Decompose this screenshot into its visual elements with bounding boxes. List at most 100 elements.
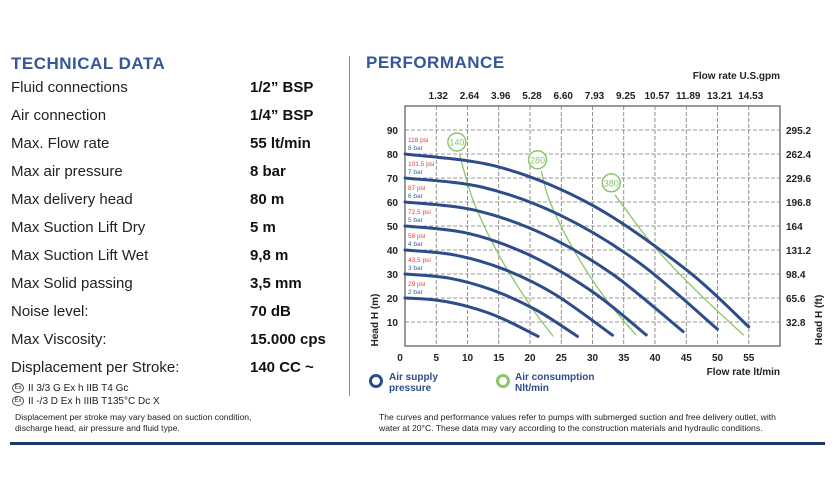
spec-value: 15.000 cps [250, 331, 326, 348]
atex-text: II 3/3 G Ex h IIB T4 Gc [28, 383, 129, 394]
spec-label: Max. Flow rate [11, 135, 110, 152]
pressure-curve [403, 296, 540, 338]
note-line: discharge head, air pressure and fluid t… [15, 423, 180, 433]
spec-value: 1/4” BSP [250, 107, 314, 124]
spec-value: 55 lt/min [250, 135, 311, 152]
note-line: water at 20°C. These data may vary accor… [379, 423, 763, 433]
spec-label: Max Suction Lift Wet [11, 247, 149, 264]
x-tick-label: 35 [618, 353, 630, 364]
pressure-curve [403, 248, 614, 337]
spec-row: Max Viscosity: 15.000 cps [11, 331, 341, 355]
y-tick-label: 50 [387, 222, 399, 233]
y-tick-label: 70 [387, 174, 399, 185]
bottom-divider-bar [10, 442, 825, 445]
bar-label: 2 bar [408, 289, 424, 296]
psi-label: 43.5 psi [408, 257, 431, 264]
spec-label: Max Solid passing [11, 275, 133, 292]
technical-data-title: TECHNICAL DATA [11, 54, 166, 73]
top-axis-title: Flow rate U.S.gpm [693, 71, 780, 82]
note-line: The curves and performance values refer … [379, 412, 776, 422]
spec-value: 8 bar [250, 163, 286, 180]
spec-row: Noise level: 70 dB [11, 303, 341, 327]
displacement-note: Displacement per stroke may vary based o… [15, 412, 251, 434]
performance-note: The curves and performance values refer … [379, 412, 776, 434]
spec-label: Max delivery head [11, 191, 133, 208]
bar-label: 3 bar [408, 265, 424, 272]
atex-line-2: Ex II -/3 D Ex h IIIB T135°C Dc X [12, 396, 160, 407]
y-tick-label: 40 [387, 246, 399, 257]
pressure-curve [403, 224, 648, 337]
spec-label: Air connection [11, 107, 107, 124]
y-tick-label: 80 [387, 150, 399, 161]
spec-label: Displacement per Stroke: [11, 359, 180, 376]
x-tick-label: 0 [397, 353, 403, 364]
air-consumption-label: 280 [530, 155, 545, 165]
top-tick-label: 13.21 [707, 91, 732, 102]
spec-row: Fluid connections 1/2” BSP [11, 79, 341, 103]
y-right-tick-label: 229.6 [786, 174, 811, 185]
legend-label: pressure [389, 383, 432, 394]
spec-row: Max Suction Lift Wet 9,8 m [11, 247, 341, 271]
top-tick-label: 3.96 [491, 91, 511, 102]
y-tick-label: 60 [387, 198, 399, 209]
psi-label: 101.5 psi [408, 161, 434, 168]
top-tick-label: 9.25 [616, 91, 636, 102]
air-consumption-label: 140 [449, 138, 464, 148]
spec-value: 80 m [250, 191, 285, 208]
psi-label: 29 psi [408, 281, 425, 288]
top-tick-label: 11.89 [676, 91, 701, 102]
psi-label: 58 psi [408, 233, 425, 240]
psi-label: 116 psi [408, 137, 428, 144]
y-tick-label: 10 [387, 318, 399, 329]
spec-row: Max. Flow rate 55 lt/min [11, 135, 341, 159]
y-tick-label: 90 [387, 126, 399, 137]
legend-label: Nlt/min [515, 383, 549, 394]
spec-label: Max Viscosity: [11, 331, 107, 348]
air-consumption-label: 380 [604, 178, 619, 188]
performance-title: PERFORMANCE [366, 53, 505, 72]
atex-ex-icon: Ex [12, 396, 24, 407]
y-axis-title: Head H (m) [370, 294, 381, 347]
atex-line-1: Ex II 3/3 G Ex h IIB T4 Gc [12, 383, 128, 394]
top-tick-label: 14.53 [738, 91, 763, 102]
spec-label: Noise level: [11, 303, 89, 320]
column-divider [349, 56, 350, 396]
legend-label: Air supply [389, 372, 438, 383]
spec-value: 70 dB [250, 303, 291, 320]
psi-label: 87 psi [408, 185, 425, 192]
top-tick-label: 6.60 [554, 91, 574, 102]
x-tick-label: 10 [462, 353, 474, 364]
y-right-tick-label: 65.6 [786, 294, 806, 305]
spec-row: Max air pressure 8 bar [11, 163, 341, 187]
pressure-curve [403, 272, 579, 338]
y-right-tick-label: 131.2 [786, 246, 811, 257]
y-tick-label: 30 [387, 270, 399, 281]
air-legend-icon [496, 374, 510, 388]
y-right-tick-label: 196.8 [786, 198, 811, 209]
spec-value: 3,5 mm [250, 275, 302, 292]
y-tick-label: 20 [387, 294, 399, 305]
y-right-tick-label: 164 [786, 222, 803, 233]
spec-value: 9,8 m [250, 247, 289, 264]
pressure-curve [403, 176, 719, 331]
air-consumption-marker [447, 132, 467, 152]
top-tick-label: 1.32 [429, 91, 449, 102]
spec-label: Max Suction Lift Dry [11, 219, 146, 236]
x-tick-label: 45 [681, 353, 693, 364]
bar-label: 7 bar [408, 169, 424, 176]
psi-label: 72.5 psi [408, 209, 431, 216]
y-right-tick-label: 32.8 [786, 318, 806, 329]
bar-label: 5 bar [408, 217, 424, 224]
y-right-axis-title: Head H (ft) [814, 295, 825, 346]
y-right-tick-label: 98.4 [786, 270, 806, 281]
spec-row: Displacement per Stroke: 140 CC ~ [11, 359, 341, 383]
air-consumption-line [458, 153, 554, 337]
pressure-curve [403, 200, 685, 334]
legend-label: Air consumption [515, 372, 594, 383]
spec-row: Air connection 1/4” BSP [11, 107, 341, 131]
spec-label: Max air pressure [11, 163, 123, 180]
top-tick-label: 7.93 [585, 91, 605, 102]
bar-label: 8 bar [408, 145, 424, 152]
x-tick-label: 20 [524, 353, 536, 364]
x-axis-title: Flow rate lt/min [707, 367, 780, 378]
